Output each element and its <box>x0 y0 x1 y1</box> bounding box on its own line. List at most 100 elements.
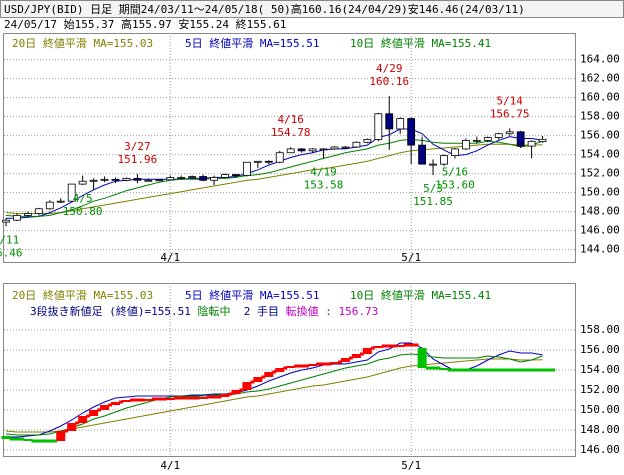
y-tick-label: 146.00 <box>580 224 620 237</box>
brick <box>67 423 77 431</box>
annotation-date: 4/19 <box>310 166 337 179</box>
annotation-date: 4/5 <box>73 192 93 205</box>
ma-line <box>5 353 543 436</box>
brick <box>198 397 208 399</box>
candle-body <box>286 148 295 154</box>
candle-body <box>418 144 427 165</box>
annotation-date: 4/29 <box>376 62 403 75</box>
legend-entry: 5日 終値平滑 MA=155.51 <box>185 288 319 302</box>
y-tick-label: 146.00 <box>580 443 620 456</box>
annotation-date: 5/16 <box>442 165 469 178</box>
candle-body <box>308 148 317 152</box>
annotation-value: 153.58 <box>304 179 344 192</box>
y-tick-label: 162.00 <box>580 72 620 85</box>
candle-body <box>385 113 394 130</box>
candle-body <box>472 139 481 142</box>
candle-body <box>330 146 339 150</box>
ma-line <box>5 143 543 214</box>
brick <box>275 368 285 372</box>
ma-line <box>5 138 543 217</box>
legend-entry: 10日 終値平滑 MA=155.41 <box>350 36 491 50</box>
brick <box>78 416 88 423</box>
candle-body <box>188 176 197 178</box>
brick <box>100 405 110 410</box>
candle-body <box>2 219 10 223</box>
y-tick-label: 158.00 <box>580 110 620 123</box>
status-part: 転換値 : 156.73 <box>286 305 379 318</box>
y-tick-label: 154.00 <box>580 363 620 376</box>
candle-body <box>527 140 536 147</box>
candle-body <box>45 201 54 210</box>
candle-body <box>78 180 87 185</box>
candle-body <box>166 177 175 181</box>
y-tick-label: 150.00 <box>580 403 620 416</box>
brick <box>23 439 33 441</box>
brick <box>373 346 383 348</box>
brick <box>56 431 66 441</box>
candle-body <box>144 179 153 182</box>
candle-body <box>341 146 350 149</box>
brick <box>417 348 427 368</box>
candle-body <box>232 174 240 176</box>
candle-body <box>494 133 503 138</box>
candle-body <box>23 213 32 216</box>
candle-body <box>210 177 218 181</box>
candle-body <box>363 139 372 143</box>
y-tick-label: 148.00 <box>580 423 620 436</box>
candle-body <box>505 131 514 135</box>
x-tick-label: 4/1 <box>160 251 180 264</box>
candle-body <box>133 177 142 181</box>
candle-body <box>440 155 448 165</box>
candle-body <box>516 131 525 147</box>
brick <box>111 402 120 405</box>
candle-body <box>253 160 262 163</box>
annotation-date: 4/16 <box>277 113 304 126</box>
annotation-date: 5/14 <box>496 94 523 107</box>
x-tick-label: 4/1 <box>160 459 180 472</box>
candle-body <box>319 148 328 151</box>
legend-entry: 10日 終値平滑 MA=155.41 <box>350 288 491 302</box>
candle-body <box>264 160 273 163</box>
y-tick-label: 158.00 <box>580 323 620 336</box>
candle-body <box>13 215 21 221</box>
y-tick-label: 160.00 <box>580 91 620 104</box>
candle-body <box>451 148 459 156</box>
legend-entry: 20日 終値平滑 MA=155.03 <box>12 36 153 50</box>
candle-body <box>56 200 65 203</box>
status-part: 陰転中 <box>197 304 230 318</box>
status-line: 3段抜き新値足 (終値)=155.51 陰転中 2 手目 転換値 : 156.7… <box>30 304 378 318</box>
candle-body <box>352 141 361 148</box>
candle-body <box>221 174 229 178</box>
y-tick-label: 148.00 <box>580 205 620 218</box>
annotation-value: 46.46 <box>0 246 23 259</box>
y-tick-label: 164.00 <box>580 53 620 66</box>
bottom-frame <box>3 283 576 457</box>
annotation-value: 154.78 <box>271 126 311 139</box>
brick <box>439 368 449 370</box>
brick <box>89 410 99 416</box>
y-tick-label: 156.00 <box>580 343 620 356</box>
candle-body <box>122 177 131 181</box>
y-tick-label: 144.00 <box>580 243 620 256</box>
y-tick-label: 152.00 <box>580 383 620 396</box>
legend-entry: 5日 終値平滑 MA=155.51 <box>185 36 319 50</box>
brick <box>395 345 405 347</box>
top-frame <box>3 33 576 263</box>
ma-line <box>5 358 543 433</box>
brick <box>121 400 131 402</box>
brick <box>362 348 372 354</box>
brick <box>231 390 241 394</box>
y-tick-label: 154.00 <box>580 148 620 161</box>
brick <box>330 362 339 364</box>
x-tick-label: 5/1 <box>401 459 421 472</box>
annotation-date: 3/11 <box>0 233 19 246</box>
header-line: USD/JPY(BID) 日足 期間24/03/11～24/05/18( 50)… <box>4 2 525 16</box>
brick <box>253 377 263 382</box>
x-tick-label: 5/1 <box>401 251 421 264</box>
annotation-date: 3/27 <box>124 140 151 153</box>
candle-body <box>34 208 43 214</box>
candle-body <box>483 137 492 141</box>
y-tick-label: 156.00 <box>580 129 620 142</box>
status-part: 2 手目 <box>230 304 285 318</box>
annotation-value: 151.85 <box>413 195 453 208</box>
